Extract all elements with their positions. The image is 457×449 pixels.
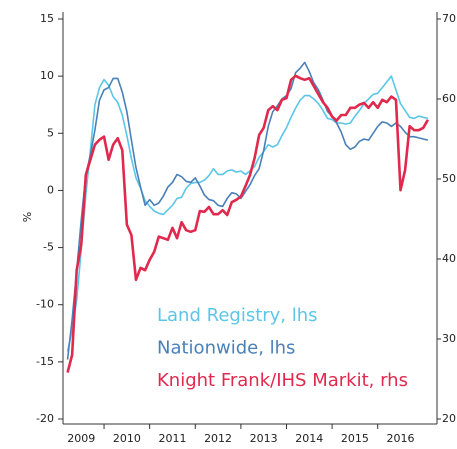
y2-tick-label: 20 [442, 412, 456, 425]
legend-entry: Nationwide, lhs [157, 338, 295, 359]
y2-tick-label: 30 [442, 332, 456, 345]
y-tick-label: -10 [36, 298, 54, 311]
y-tick-label: -5 [43, 241, 54, 254]
x-tick-label: 2011 [158, 432, 186, 445]
y-tick-label: -15 [36, 355, 54, 368]
series-line [66, 61, 429, 360]
x-tick-label: 2013 [250, 432, 278, 445]
y2-tick-label: 70 [442, 12, 456, 25]
x-tick-label: 2014 [295, 432, 323, 445]
y2-tick-label: 50 [442, 172, 456, 185]
x-tick-label: 2010 [113, 432, 141, 445]
y-tick-label: -20 [36, 412, 54, 425]
series-line [66, 74, 430, 373]
y-axis-label: % [21, 212, 34, 222]
x-tick-label: 2012 [204, 432, 232, 445]
x-tick-label: 2015 [341, 432, 369, 445]
y-tick-label: 10 [40, 69, 54, 82]
y-tick-label: 5 [47, 126, 54, 139]
y-tick-label: 0 [47, 183, 54, 196]
x-tick-label: 2009 [67, 432, 95, 445]
legend-entry: Land Registry, lhs [157, 305, 318, 326]
x-tick-label: 2016 [387, 432, 415, 445]
legend-entry: Knight Frank/IHS Markit, rhs [157, 370, 408, 391]
y2-tick-label: 60 [442, 92, 456, 105]
y2-tick-label: 40 [442, 252, 456, 265]
y-tick-label: 15 [40, 12, 54, 25]
series-line [66, 75, 429, 352]
